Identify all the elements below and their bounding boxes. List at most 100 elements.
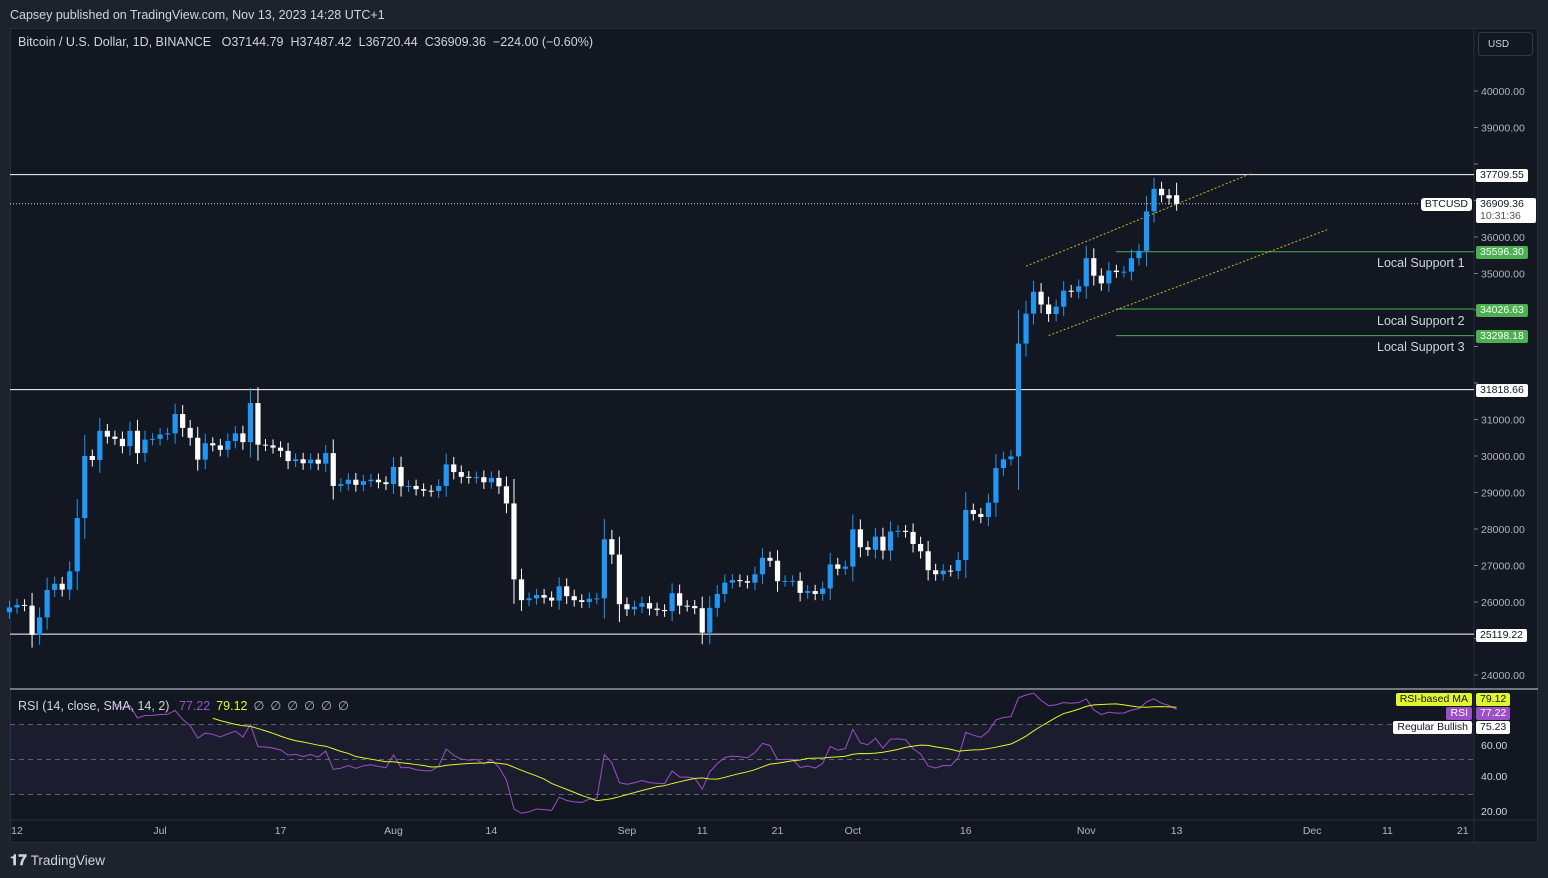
rsi-ma-tag-label: RSI-based MA (1395, 693, 1472, 706)
candle (744, 581, 751, 583)
candle (1106, 270, 1112, 284)
candle (857, 529, 863, 548)
candle (1038, 291, 1044, 305)
candle (774, 560, 781, 582)
divergence-tag-label: Regular Bullish (1393, 721, 1472, 734)
candle (21, 604, 28, 606)
candle (684, 605, 690, 607)
candle (1166, 195, 1172, 199)
candle (293, 459, 299, 462)
candle (993, 468, 999, 503)
ohlc-close: C36909.36 (424, 35, 486, 49)
ohlc-low: L36720.44 (358, 35, 418, 49)
candle (624, 604, 630, 610)
candle (29, 605, 35, 635)
candle (134, 430, 141, 454)
candle (421, 489, 427, 491)
rsi-value: 77.22 (178, 699, 211, 713)
candle (187, 427, 193, 438)
candle (1151, 188, 1157, 212)
candle (601, 539, 607, 599)
candle (195, 437, 201, 460)
candle (44, 589, 50, 618)
level-tag: 37709.55 (1476, 169, 1528, 182)
time-axis-label: 13 (1171, 825, 1183, 837)
candle (910, 531, 916, 544)
ticker-tag: BTCUSD (1420, 198, 1472, 211)
currency-button[interactable]: USD (1478, 32, 1533, 56)
price-axis-label: 26000.00 (1481, 597, 1525, 609)
rsi-title: RSI (14, close, SMA, 14, 2) (18, 699, 170, 713)
candle (1136, 250, 1142, 259)
candle (240, 433, 246, 443)
candle (503, 486, 510, 504)
candle (330, 453, 336, 486)
candle (722, 582, 728, 594)
rsi-axis-label: 40.00 (1481, 771, 1508, 783)
candle (902, 530, 909, 532)
rsi-axis-label: 20.00 (1481, 806, 1508, 818)
time-axis-label: 11 (1382, 825, 1393, 837)
candle (789, 580, 796, 582)
candle (978, 514, 984, 517)
candle (1143, 211, 1150, 251)
candle (865, 547, 871, 550)
time-axis-label: 14 (486, 825, 498, 837)
time-axis-label: Aug (384, 825, 403, 837)
candle (714, 593, 720, 608)
candle (1098, 275, 1104, 284)
time-axis-label: Dec (1303, 825, 1322, 837)
ohlc-high: H37487.42 (290, 35, 352, 49)
candle (518, 579, 525, 601)
candle (89, 456, 95, 461)
time-axis-label: 12 (11, 825, 23, 837)
candle (782, 580, 788, 582)
time-axis-label: Oct (845, 825, 861, 837)
candle (940, 570, 946, 575)
tradingview-logo[interactable]: 𝟏𝟕 TradingView (10, 852, 105, 869)
candle (300, 459, 306, 464)
candle (661, 610, 668, 612)
candle (571, 596, 577, 601)
chart-panel[interactable] (10, 28, 1538, 843)
candle (466, 476, 472, 478)
ohlc-open: O37144.79 (221, 35, 284, 49)
candle (842, 566, 848, 569)
candle (925, 551, 931, 571)
candle (805, 591, 811, 593)
na-value: ∅ (287, 699, 299, 713)
tradingview-logo-icon: 𝟏𝟕 (10, 852, 27, 869)
candle (556, 586, 562, 601)
candle (767, 557, 773, 561)
candle (1053, 306, 1059, 315)
price-axis-label: 24000.00 (1481, 670, 1525, 682)
candle (345, 479, 351, 485)
symbol-title: Bitcoin / U.S. Dollar, 1D, BINANCE (18, 35, 212, 49)
candle (202, 443, 208, 460)
candle (1023, 313, 1029, 344)
candle (533, 595, 540, 599)
symbol-legend: Bitcoin / U.S. Dollar, 1D, BINANCE O3714… (18, 35, 600, 49)
candle (759, 557, 766, 575)
candle (413, 485, 419, 490)
candle (368, 479, 374, 482)
price-axis-label: 36000.00 (1481, 232, 1525, 244)
candle (247, 403, 254, 443)
candle (594, 598, 600, 600)
candle (458, 472, 464, 477)
channel-trendline (1025, 172, 1253, 267)
candle (1000, 459, 1007, 469)
support-label: Local Support 3 (1377, 340, 1465, 354)
support-label: Local Support 1 (1377, 256, 1465, 270)
candle (1113, 270, 1119, 273)
candle (827, 564, 833, 589)
last-price: 36909.36 (1480, 198, 1524, 210)
candle (428, 490, 434, 492)
candle (1030, 291, 1037, 314)
candle (82, 456, 88, 519)
candle (609, 539, 615, 555)
time-axis-label: 21 (1457, 825, 1469, 837)
candle (157, 434, 163, 439)
na-value: ∅ (337, 699, 349, 713)
